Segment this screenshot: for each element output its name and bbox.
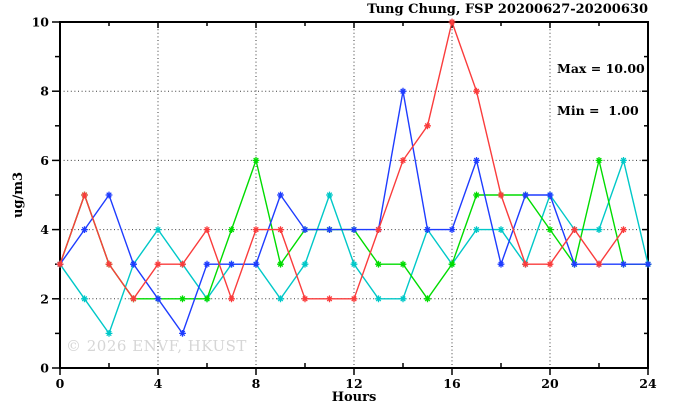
watermark: © 2026 ENVF, HKUST bbox=[66, 337, 247, 355]
y-tick-label: 0 bbox=[40, 361, 49, 376]
series-red bbox=[56, 18, 627, 303]
series-layer bbox=[56, 18, 652, 337]
series-cyan-line bbox=[59, 157, 649, 335]
x-axis-title: Hours bbox=[331, 390, 377, 405]
chart-title: Tung Chung, FSP 20200627-20200630 bbox=[367, 2, 648, 17]
y-tick-label: 10 bbox=[32, 15, 50, 30]
y-tick-label: 2 bbox=[40, 291, 49, 306]
x-tick-label: 24 bbox=[639, 376, 657, 391]
x-tick-label: 12 bbox=[345, 376, 362, 391]
axes bbox=[52, 21, 649, 375]
stats-legend: Max = 10.00 Min = 1.00 bbox=[557, 34, 645, 146]
stats-min-line: Min = 1.00 bbox=[557, 103, 639, 118]
y-tick-label: 8 bbox=[40, 84, 49, 99]
x-tick-label: 8 bbox=[252, 376, 261, 391]
y-axis-title: ug/m3 bbox=[11, 171, 26, 219]
stats-max-line: Max = 10.00 bbox=[557, 61, 645, 76]
series-red-line bbox=[59, 19, 625, 301]
x-tick-label: 20 bbox=[541, 376, 559, 391]
y-tick-label: 6 bbox=[40, 153, 49, 168]
x-tick-label: 4 bbox=[154, 376, 163, 391]
x-tick-label: 16 bbox=[443, 376, 461, 391]
x-tick-label: 0 bbox=[56, 376, 65, 391]
y-tick-label: 4 bbox=[40, 222, 49, 237]
series-red-markers bbox=[56, 18, 627, 303]
